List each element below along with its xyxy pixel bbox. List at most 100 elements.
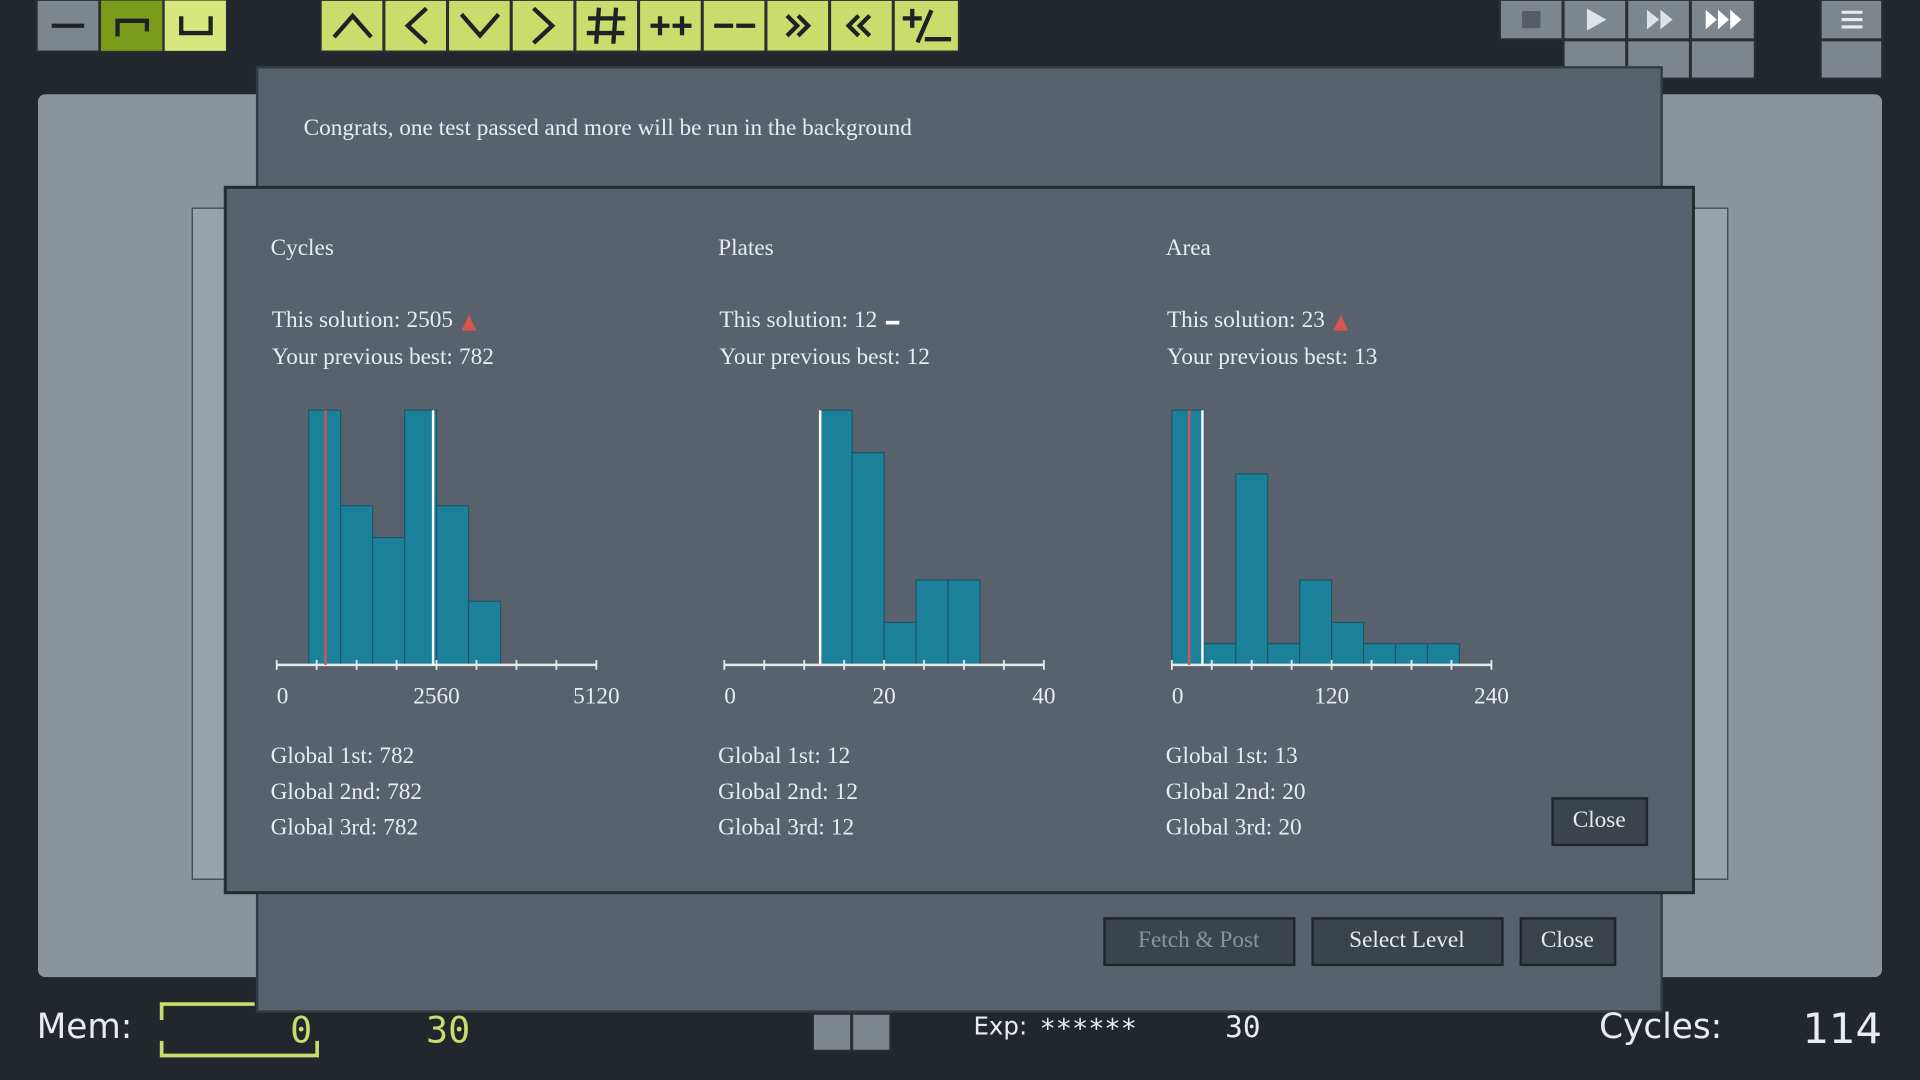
toolbar-right[interactable] (1499, 0, 1883, 80)
this-solution-label: This solution: (1167, 307, 1296, 333)
x-tick-label: 0 (277, 683, 289, 709)
global-rank-value: 12 (831, 815, 854, 841)
global-rank: Global 3rd: 12 (718, 815, 854, 841)
redo-button[interactable] (1690, 39, 1756, 80)
global-rank-value: 20 (1282, 779, 1305, 805)
bar (1235, 473, 1269, 666)
tool-button[interactable] (638, 0, 703, 53)
close-button[interactable] (1551, 797, 1649, 847)
previous-best-value: 782 (459, 344, 494, 370)
previous-best: Your previous best: 782 (272, 344, 494, 370)
global-rank-label: Global 2nd: (271, 779, 381, 805)
bar (1203, 643, 1237, 666)
tool-button[interactable] (99, 0, 164, 53)
global-rank: Global 2nd: 12 (718, 779, 858, 805)
results-panel (223, 185, 1695, 895)
mem-limit: 30 (426, 1009, 470, 1052)
global-rank: Global 2nd: 20 (1166, 779, 1306, 805)
bar (1362, 643, 1397, 666)
tool-button[interactable] (163, 0, 228, 53)
cycle-button[interactable] (812, 1012, 852, 1052)
message: Congrats, one test passed and more will … (304, 115, 913, 141)
this-solution-label: This solution: (719, 307, 848, 333)
global-rank: Global 1st: 782 (271, 743, 415, 769)
global-rank-label: Global 3rd: (1166, 815, 1273, 841)
button-label[interactable]: Close (1541, 927, 1594, 953)
print-button[interactable] (1819, 39, 1883, 80)
global-rank-label: Global 1st: (1166, 743, 1269, 769)
this-solution-value: 12 (854, 307, 877, 333)
tool-button[interactable] (319, 0, 385, 53)
global-rank-value: 782 (387, 779, 422, 805)
this-solution: This solution: 12 (719, 307, 877, 333)
previous-best-value: 13 (1354, 344, 1377, 370)
chart-title: Cycles (271, 235, 334, 261)
icon (1841, 10, 1863, 29)
exp-value: ****** (1040, 1013, 1137, 1044)
mem-frame (159, 1002, 319, 1058)
bar (467, 600, 502, 666)
global-rank-label: Global 2nd: (718, 779, 828, 805)
chart-title: Plates (718, 235, 774, 261)
global-rank-value: 12 (835, 779, 858, 805)
mem-value: 0 (290, 1009, 312, 1052)
icon (1586, 8, 1607, 31)
x-tick-label: 0 (1172, 683, 1184, 709)
x-tick-label: 2560 (413, 683, 460, 709)
menu-button[interactable] (1819, 0, 1883, 41)
icon (1646, 9, 1673, 30)
global-rank: Global 2nd: 782 (271, 779, 422, 805)
toolbar-middle[interactable] (319, 0, 960, 53)
tool-button[interactable] (574, 0, 639, 53)
bar (851, 452, 885, 666)
bar (819, 409, 853, 666)
tool-button[interactable] (701, 0, 767, 53)
previous-best-value: 12 (907, 344, 930, 370)
bar (915, 579, 949, 666)
trend-up (1333, 314, 1349, 331)
global-rank-value: 13 (1275, 743, 1298, 769)
fetch-post-button[interactable] (1103, 917, 1296, 967)
tool-button[interactable] (35, 0, 101, 53)
close-button[interactable] (1519, 917, 1617, 967)
tool-button[interactable] (383, 0, 448, 53)
bar (340, 505, 374, 666)
bar (947, 579, 981, 666)
tool-button[interactable] (510, 0, 576, 53)
this-solution: This solution: 23 (1167, 307, 1325, 333)
tool-button[interactable] (447, 0, 512, 53)
button-label[interactable]: Fetch & Post (1138, 927, 1260, 953)
global-rank-label: Global 3rd: (271, 815, 378, 841)
global-rank: Global 3rd: 782 (271, 815, 419, 841)
trend-same (885, 320, 900, 325)
this-solution-label: This solution: (272, 307, 401, 333)
global-rank-value: 20 (1278, 815, 1301, 841)
previous-best-label: Your previous best: (719, 344, 900, 370)
bar (435, 505, 470, 666)
global-rank-value: 782 (379, 743, 414, 769)
previous-best-label: Your previous best: (1167, 344, 1348, 370)
list-button[interactable] (851, 1012, 892, 1052)
bar (883, 621, 917, 666)
cycles-value: 114 (1803, 1004, 1882, 1053)
bar (1299, 579, 1333, 666)
button-label[interactable]: Close (1573, 807, 1626, 833)
previous-best: Your previous best: 12 (719, 344, 929, 370)
x-tick-label: 0 (724, 683, 736, 709)
trend-up (461, 314, 477, 331)
bar (403, 409, 438, 666)
toolbar-left[interactable] (35, 0, 228, 53)
global-rank: Global 1st: 13 (1166, 743, 1298, 769)
select-level-button[interactable] (1311, 917, 1504, 967)
global-rank-label: Global 1st: (271, 743, 374, 769)
x-tick-label: 20 (872, 683, 895, 709)
icon (179, 16, 213, 36)
button-label[interactable]: Select Level (1349, 927, 1465, 953)
cycles-label: Cycles: (1599, 1007, 1722, 1047)
global-rank: Global 1st: 12 (718, 743, 850, 769)
icon (1705, 9, 1742, 30)
x-tick-label: 120 (1314, 683, 1349, 709)
